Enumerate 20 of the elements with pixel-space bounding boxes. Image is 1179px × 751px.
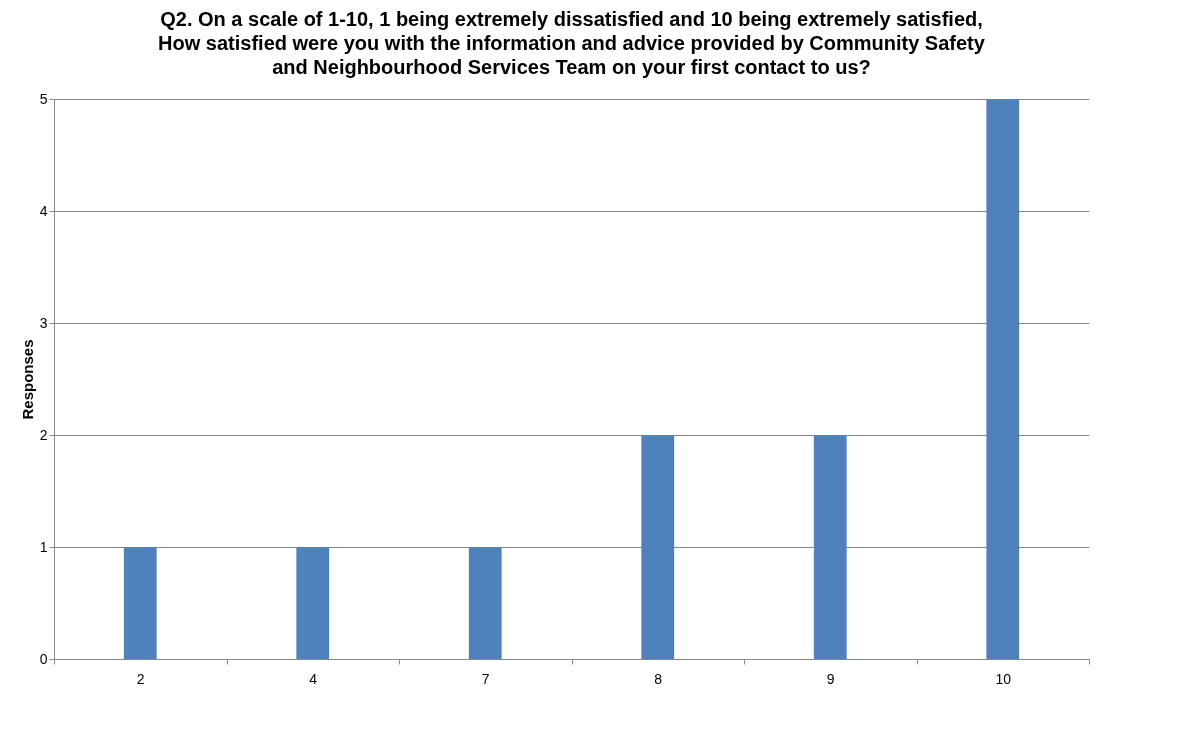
bar [123,547,157,659]
x-tick-label: 2 [136,670,145,687]
x-tick-label: 10 [995,670,1012,687]
bar [468,547,502,659]
y-axis-title: Responses [18,339,36,420]
bar [813,435,847,659]
y-tick-label: 2 [39,426,48,443]
x-tick-label: 8 [654,670,663,687]
bar [986,99,1020,659]
bar [641,435,675,659]
x-tick-label: 4 [309,670,318,687]
y-tick-label: 1 [39,538,48,555]
x-tick-label: 7 [481,670,490,687]
x-tick-label: 9 [826,670,835,687]
chart-title: Q2. On a scale of 1-10, 1 being extremely dissatisfied and 10 being extremely satisfied, How satisfied were you with the information and advice provided by Community Safety and Neighbourhood Services Team on your first contact to us? [158,8,986,78]
y-tick-label: 0 [39,650,48,667]
y-tick-label: 5 [39,90,48,107]
y-tick-label: 3 [39,314,48,331]
y-tick-label: 4 [39,202,48,219]
bar [296,547,330,659]
